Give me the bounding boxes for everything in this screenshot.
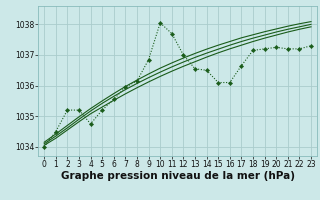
X-axis label: Graphe pression niveau de la mer (hPa): Graphe pression niveau de la mer (hPa) (60, 171, 295, 181)
